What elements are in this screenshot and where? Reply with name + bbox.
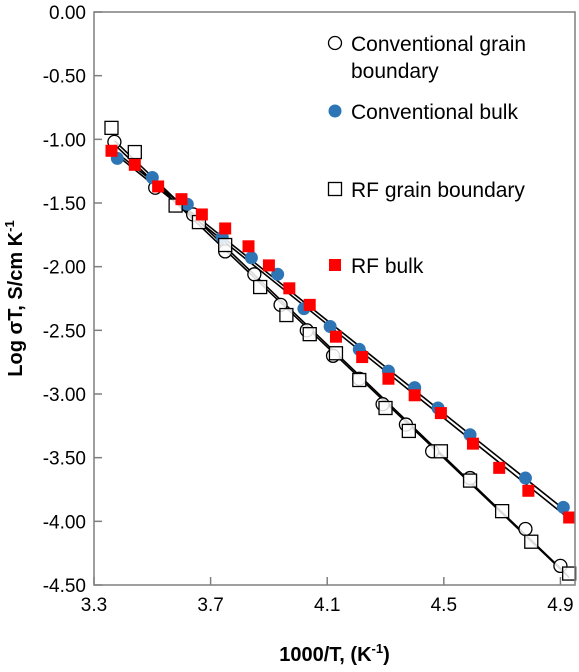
rf-grain-boundary-point — [279, 307, 294, 323]
legend-marker-conventional-bulk — [328, 104, 342, 118]
rf-bulk-point — [466, 437, 479, 450]
conventional-bulk-point — [244, 251, 258, 265]
legend-label-conventional-grain-boundary: Conventional grain — [351, 33, 526, 56]
rf-bulk-point — [434, 407, 447, 420]
rf-bulk-point — [128, 158, 141, 171]
rf-bulk-point — [105, 144, 118, 157]
conventional-grain-boundary-point — [518, 521, 533, 537]
x-ticks: 3.3 3.7 4.1 4.5 4.9 — [81, 577, 574, 616]
x-tick-label: 3.7 — [197, 595, 223, 616]
x-tick-label: 4.1 — [314, 595, 340, 616]
rf-bulk-point — [175, 193, 188, 206]
plot-frame — [93, 11, 576, 586]
y-axis-title-sup: -1 — [2, 220, 17, 232]
rf-grain-boundary-point — [218, 237, 233, 253]
rf-bulk-point — [219, 222, 232, 235]
legend-marker-conventional-grain-boundary — [327, 35, 343, 51]
y-tick-label: -0.50 — [43, 67, 86, 88]
x-axis-title: 1000/T, (K-1) — [279, 641, 390, 666]
legend-bg-rf-bulk — [319, 248, 559, 280]
y-tick-label: -2.00 — [43, 258, 86, 279]
legend-marker-rf-grain-boundary — [327, 181, 343, 197]
rf-grain-boundary-point — [352, 372, 367, 388]
rf-bulk-point — [563, 511, 576, 524]
y-tick-label: -4.50 — [43, 576, 86, 597]
rf-bulk-point — [408, 389, 421, 402]
y-tick-label: -3.00 — [43, 385, 86, 406]
rf-bulk-point — [522, 484, 535, 497]
x-axis-title-sup: -1 — [372, 641, 384, 656]
y-tick-label: -2.50 — [43, 321, 86, 342]
y-tick-label: -3.50 — [43, 449, 86, 470]
data-points — [104, 120, 577, 581]
conventional-bulk-point — [518, 471, 532, 485]
x-axis-title-end: ) — [383, 644, 390, 666]
rf-grain-boundary-point — [433, 444, 449, 459]
y-axis-title: Log σT, S/cm K-1 — [2, 220, 27, 376]
legend-marker-rf-bulk — [329, 259, 341, 271]
rf-bulk-point — [262, 259, 275, 272]
rf-grain-boundary-point — [401, 423, 416, 439]
rf-grain-boundary-point — [328, 346, 344, 361]
conventional-bulk-point — [556, 500, 570, 514]
rf-bulk-point — [303, 298, 316, 311]
rf-bulk-point — [242, 240, 255, 253]
series-rf-grain-boundary — [104, 120, 577, 581]
rf-bulk-point — [152, 180, 165, 193]
legend: Conventional grain boundary Conventional b… — [319, 26, 559, 280]
conventional-bulk-point — [323, 320, 337, 334]
rf-grain-boundary-point — [462, 473, 478, 488]
rf-grain-boundary-point — [127, 144, 142, 160]
rf-bulk-point — [493, 461, 506, 474]
rf-bulk-point — [329, 330, 342, 343]
y-tick-label: -4.00 — [43, 512, 86, 533]
y-tick-label: 0.00 — [49, 3, 86, 24]
rf-grain-boundary-point — [104, 120, 119, 136]
legend-label-conventional-bulk: Conventional bulk — [351, 101, 518, 124]
rf-grain-boundary-point — [253, 279, 268, 295]
y-ticks: 0.00 -0.50 -1.00 -1.50 -2.00 -2.50 -3.00 -3.50 -… — [43, 3, 102, 597]
rf-grain-boundary-point — [378, 400, 393, 416]
rf-grain-boundary-point — [494, 503, 510, 519]
legend-bg-conventional-bulk — [319, 94, 559, 126]
rf-grain-boundary-point — [524, 534, 539, 549]
rf-grain-boundary-point — [562, 566, 577, 581]
legend-label-conventional-grain-boundary: boundary — [351, 60, 439, 83]
x-tick-label: 4.9 — [547, 595, 573, 616]
rf-bulk-point — [195, 208, 208, 221]
rf-bulk-point — [356, 351, 369, 364]
rf-grain-boundary-point — [302, 327, 317, 342]
series-rf-bulk — [105, 144, 576, 524]
conventional-grain-boundary-point — [247, 267, 262, 282]
y-tick-label: -1.50 — [43, 194, 86, 215]
rf-bulk-point — [283, 282, 296, 295]
legend-bg-rf-grain-boundary — [319, 172, 559, 204]
legend-bg-conventional-grain-boundary — [319, 26, 559, 82]
x-tick-label: 4.5 — [431, 595, 457, 616]
legend-label-rf-grain-boundary: RF grain boundary — [351, 179, 525, 202]
y-tick-label: -1.00 — [43, 130, 86, 151]
rf-bulk-point — [382, 372, 395, 385]
legend-label-rf-bulk: RF bulk — [351, 255, 424, 278]
x-tick-label: 3.3 — [81, 595, 107, 616]
